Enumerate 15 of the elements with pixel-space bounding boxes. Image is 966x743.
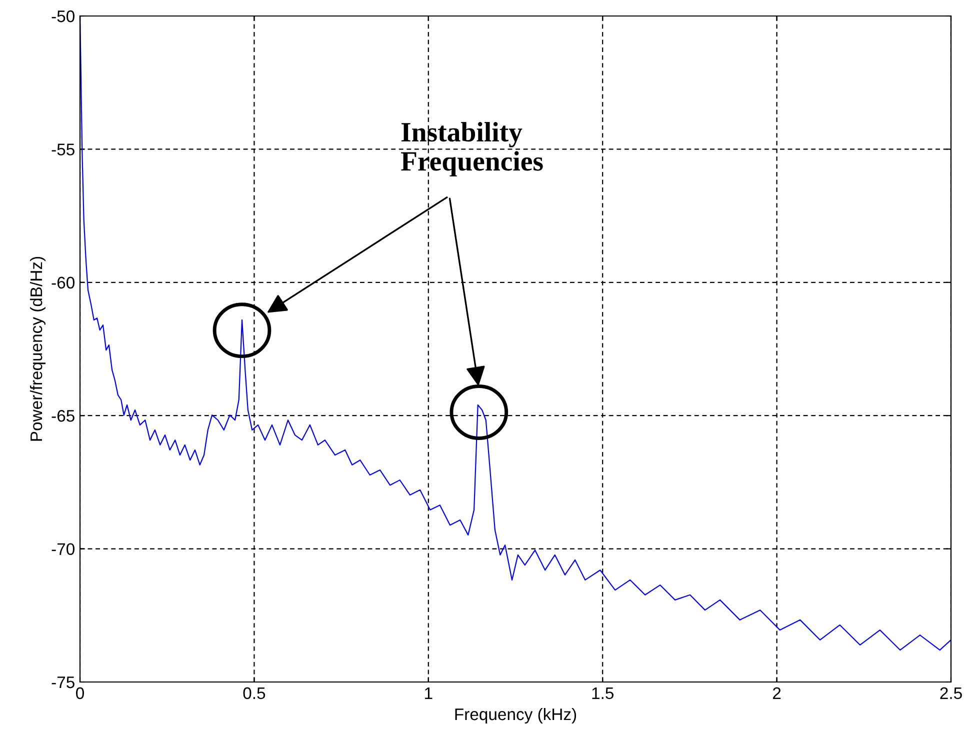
y-tick-label: -75 <box>52 676 74 688</box>
x-tick-label: 0 <box>76 687 84 700</box>
y-tick-label: -55 <box>52 144 74 156</box>
y-tick-label: -50 <box>52 10 74 22</box>
y-tick-label: -70 <box>52 543 74 556</box>
x-tick-label: 2 <box>773 687 781 699</box>
x-tick-label: 2.5 <box>940 687 962 700</box>
y-axis-title: Power/frequency (dB/Hz) <box>30 256 46 441</box>
y-tick-label: -65 <box>52 410 74 422</box>
y-tick-label: -60 <box>52 276 74 289</box>
x-axis-title: Frequency (kHz) <box>455 708 576 724</box>
x-tick-label: 1.5 <box>592 687 614 700</box>
x-tick-label: 0.5 <box>243 687 266 700</box>
x-tick-label: 1 <box>425 687 432 699</box>
annotation: Instability Frequencies <box>401 122 543 176</box>
